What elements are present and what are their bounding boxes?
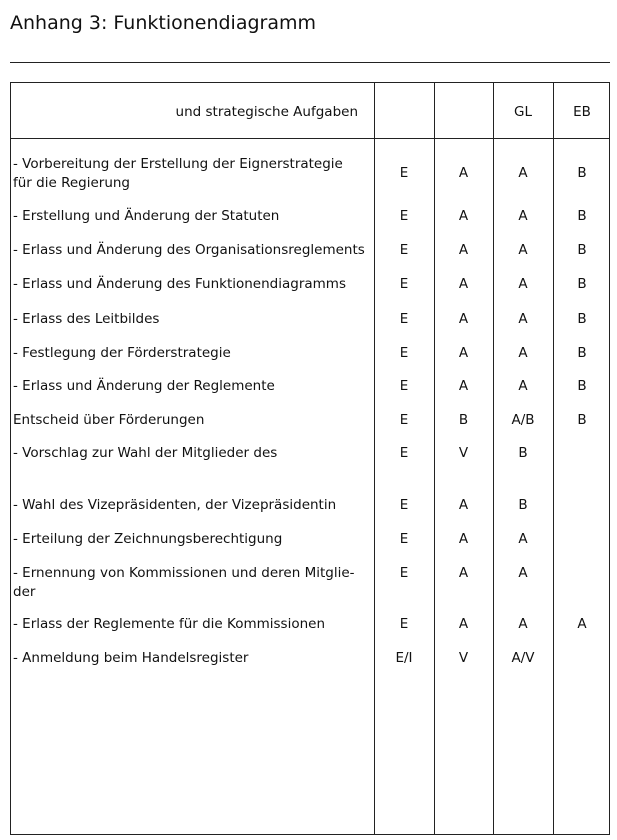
responsibility-code: E: [399, 531, 409, 547]
responsibility-code: A/B: [511, 412, 535, 428]
responsibility-code: A: [458, 208, 469, 224]
responsibility-code: E: [399, 412, 409, 428]
responsibility-code: A: [458, 276, 469, 292]
responsibility-code: A: [458, 345, 469, 361]
responsibility-code: A: [458, 531, 469, 547]
column-rule: [434, 83, 435, 834]
responsibility-code: A: [518, 378, 528, 394]
column-header: GL: [514, 104, 532, 120]
task-label: Entscheid über Förderungen: [13, 412, 205, 428]
responsibility-code: B: [458, 412, 469, 428]
responsibility-code: A: [518, 565, 528, 581]
task-label: - Anmeldung beim Handelsregister: [13, 650, 249, 666]
responsibility-code: E/I: [395, 650, 413, 666]
responsibility-code: A: [458, 165, 469, 181]
responsibility-code: A: [518, 208, 528, 224]
task-label: - Erlass und Änderung des Organisationsr…: [13, 242, 365, 258]
task-label: - Festlegung der Förderstrategie: [13, 345, 231, 361]
header-rule: [11, 138, 609, 139]
responsibility-code: V: [458, 445, 469, 461]
responsibility-code: A: [458, 378, 469, 394]
responsibility-code: B: [577, 165, 587, 181]
responsibility-code: B: [577, 311, 587, 327]
responsibility-code: A: [458, 497, 469, 513]
responsibility-code: A: [518, 276, 528, 292]
responsibility-code: A: [458, 565, 469, 581]
task-label: - Vorschlag zur Wahl der Mitglieder des: [13, 445, 278, 461]
column-rule: [493, 83, 494, 834]
task-label: - Erlass und Änderung der Reglemente: [13, 378, 275, 394]
responsibility-code: V: [458, 650, 469, 666]
responsibility-code: E: [399, 311, 409, 327]
column-rule: [553, 83, 554, 834]
responsibility-code: A: [458, 311, 469, 327]
responsibility-code: A/V: [511, 650, 535, 666]
responsibility-code: A: [518, 311, 528, 327]
responsibility-code: E: [399, 208, 409, 224]
function-table: und strategische Aufgaben GL EB - Vorbereit…: [10, 82, 610, 835]
responsibility-code: E: [399, 242, 409, 258]
task-label: - Erteilung der Zeichnungsberechtigung: [13, 531, 283, 547]
responsibility-code: A: [518, 345, 528, 361]
responsibility-code: B: [577, 276, 587, 292]
responsibility-code: A: [518, 616, 528, 632]
responsibility-code: B: [577, 208, 587, 224]
task-label: - Ernennung von Kommissionen und deren M…: [13, 565, 355, 600]
responsibility-code: A: [518, 531, 528, 547]
responsibility-code: B: [577, 378, 587, 394]
responsibility-code: A: [458, 242, 469, 258]
column-rule: [374, 83, 375, 834]
responsibility-code: B: [518, 497, 528, 513]
column-header: EB: [573, 104, 591, 120]
task-label: - Erlass und Änderung des Funktionendiag…: [13, 276, 346, 292]
responsibility-code: A: [577, 616, 587, 632]
responsibility-code: B: [577, 242, 587, 258]
page-title: Anhang 3: Funktionendiagramm: [10, 12, 317, 34]
responsibility-code: B: [518, 445, 528, 461]
responsibility-code: E: [399, 445, 409, 461]
responsibility-code: E: [399, 378, 409, 394]
responsibility-code: E: [399, 276, 409, 292]
task-label: - Erlass der Reglemente für die Kommissi…: [13, 616, 326, 632]
responsibility-code: A: [458, 616, 469, 632]
responsibility-code: E: [399, 497, 409, 513]
task-label: - Wahl des Vizepräsidenten, der Vizepräs…: [13, 497, 337, 513]
responsibility-code: A: [518, 242, 528, 258]
responsibility-code: E: [399, 345, 409, 361]
responsibility-code: B: [577, 345, 587, 361]
task-label: - Erlass des Leitbildes: [13, 311, 160, 327]
responsibility-code: A: [518, 165, 528, 181]
responsibility-code: E: [399, 165, 409, 181]
responsibility-code: E: [399, 565, 409, 581]
title-rule: [10, 62, 610, 63]
task-label: - Erstellung und Änderung der Statuten: [13, 208, 280, 224]
responsibility-code: B: [577, 412, 587, 428]
task-label: - Vorbereitung der Erstellung der Eigner…: [13, 156, 343, 191]
responsibility-code: E: [399, 616, 409, 632]
column-header: und strategische Aufgaben: [175, 104, 358, 120]
